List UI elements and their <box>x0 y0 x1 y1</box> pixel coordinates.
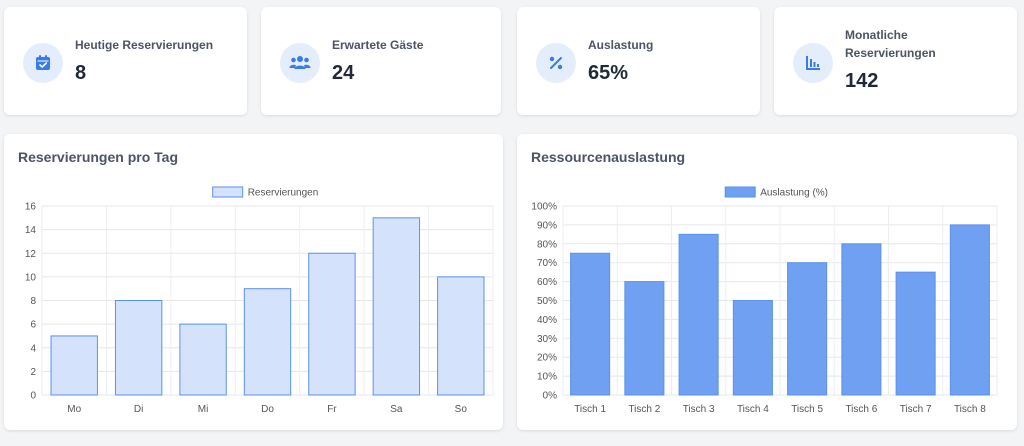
legend-swatch <box>724 186 756 198</box>
bar[interactable] <box>678 233 719 396</box>
y-tick-label: 8 <box>30 296 36 307</box>
y-tick-label: 12 <box>25 249 37 260</box>
y-tick-label: 16 <box>25 202 37 213</box>
x-tick-label: Di <box>134 404 143 415</box>
stat-label: Heutige Reservierungen <box>75 38 214 52</box>
stat-card-monthly-reservations: Monatliche Reservierungen 142 <box>774 7 1017 115</box>
bar[interactable] <box>732 300 773 396</box>
legend-swatch <box>212 186 244 198</box>
bar[interactable] <box>624 281 665 396</box>
bar[interactable] <box>372 217 421 396</box>
x-tick-label: Mi <box>198 404 209 415</box>
x-tick-label: So <box>455 404 468 415</box>
reservations-per-day-chart: 0 2 4 6 8 10 12 14 16 Mo Di Mi Do Fr Sa So Reservierunge… <box>25 186 494 415</box>
y-tick-label: 100% <box>531 202 557 213</box>
stat-value: 142 <box>845 70 879 92</box>
percent-icon <box>536 43 576 83</box>
y-tick-label: 80% <box>537 239 557 250</box>
x-tick-label: Tisch 3 <box>683 404 715 415</box>
y-tick-label: 40% <box>537 315 557 326</box>
stat-card-expected-guests: Erwartete Gäste 24 <box>261 7 501 115</box>
y-tick-label: 10% <box>537 372 557 383</box>
bar[interactable] <box>308 252 356 396</box>
bar[interactable] <box>949 224 990 396</box>
calendar-check-icon <box>23 43 63 83</box>
legend-label[interactable]: Reservierungen <box>248 188 319 199</box>
stat-label: Monatliche Reservierungen <box>845 28 936 60</box>
stat-value: 24 <box>332 62 355 84</box>
y-tick-label: 2 <box>30 367 36 378</box>
x-tick-label: Tisch 7 <box>900 404 932 415</box>
chart-card-resource-utilization: Ressourcenauslastung 0% 10% 20% 30% 40% 50% 60… <box>517 134 1017 430</box>
bar[interactable] <box>437 276 485 396</box>
resource-utilization-chart: 0% 10% 20% 30% 40% 50% 60% 70% 80% 90% 100% Tisch 1… <box>531 186 998 415</box>
x-tick-label: Tisch 8 <box>954 404 986 415</box>
bar[interactable] <box>179 323 227 396</box>
y-tick-label: 14 <box>25 225 37 236</box>
stat-value: 65% <box>588 62 629 84</box>
bar[interactable] <box>243 288 292 396</box>
bar[interactable] <box>841 243 882 396</box>
bar[interactable] <box>787 262 828 396</box>
stat-value: 8 <box>75 62 87 84</box>
x-tick-label: Fr <box>327 404 337 415</box>
y-tick-label: 10 <box>25 272 37 283</box>
x-tick-label: Tisch 6 <box>845 404 877 415</box>
users-icon <box>280 43 320 83</box>
y-tick-label: 6 <box>30 320 36 331</box>
stat-label: Erwartete Gäste <box>332 38 424 52</box>
bar[interactable] <box>570 252 611 396</box>
bar[interactable] <box>895 271 936 396</box>
x-tick-label: Mo <box>67 404 81 415</box>
bar[interactable] <box>50 335 98 396</box>
chart-title: Reservierungen pro Tag <box>18 149 179 165</box>
y-tick-label: 50% <box>537 296 557 307</box>
y-tick-label: 0% <box>543 391 558 402</box>
y-tick-label: 90% <box>537 220 557 231</box>
x-tick-label: Tisch 5 <box>791 404 823 415</box>
y-tick-label: 4 <box>30 343 36 354</box>
y-tick-label: 30% <box>537 334 557 345</box>
x-tick-label: Tisch 2 <box>628 404 660 415</box>
x-tick-label: Do <box>261 404 274 415</box>
chart-card-reservations-per-day: Reservierungen pro Tag 0 2 4 6 8 10 12 14 16 Mo Di… <box>4 134 503 430</box>
y-tick-label: 70% <box>537 258 557 269</box>
bar[interactable] <box>114 300 163 396</box>
stat-card-occupancy: Auslastung 65% <box>517 7 760 115</box>
y-tick-label: 0 <box>30 391 36 402</box>
bar-chart-icon <box>793 43 833 83</box>
chart-title: Ressourcenauslastung <box>531 149 686 165</box>
legend-label[interactable]: Auslastung (%) <box>760 188 828 199</box>
y-tick-label: 60% <box>537 277 557 288</box>
stat-label: Auslastung <box>588 38 654 52</box>
y-tick-label: 20% <box>537 353 557 364</box>
x-tick-label: Sa <box>390 404 403 415</box>
x-tick-label: Tisch 4 <box>737 404 769 415</box>
stat-card-today-reservations: Heutige Reservierungen 8 <box>4 7 247 115</box>
x-tick-label: Tisch 1 <box>574 404 606 415</box>
